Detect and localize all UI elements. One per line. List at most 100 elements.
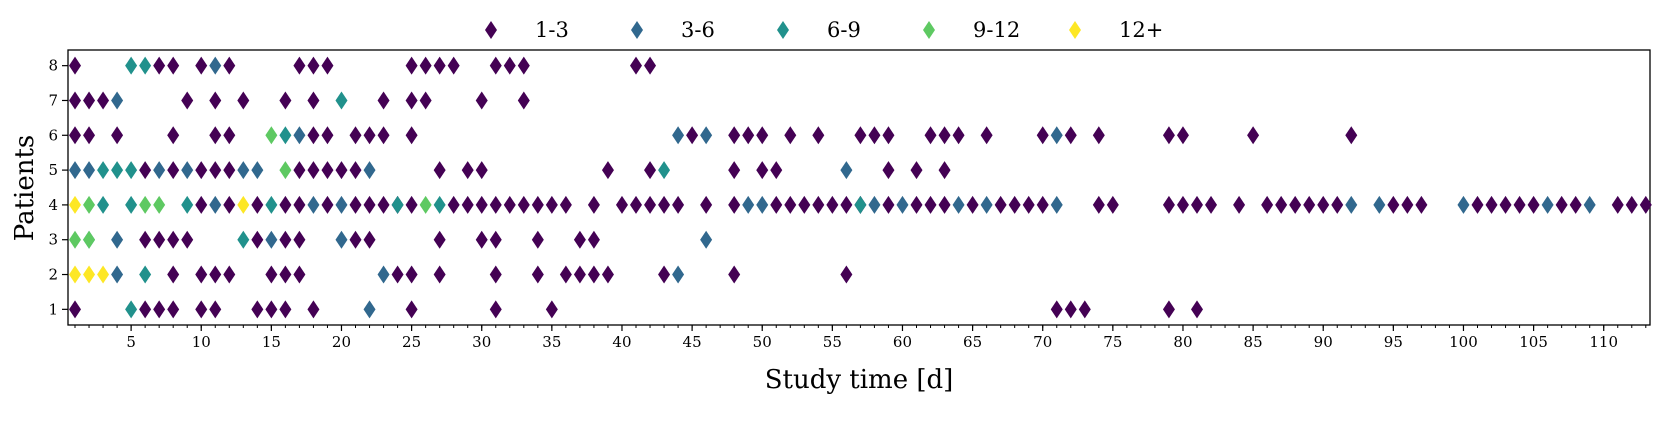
data-point <box>840 195 853 214</box>
data-point <box>335 161 348 180</box>
data-point <box>237 230 250 249</box>
legend-item-9-12: 9-12 <box>923 18 1020 42</box>
data-point <box>83 126 96 145</box>
data-point <box>69 161 82 180</box>
data-point <box>335 91 348 110</box>
y-tick-label: 8 <box>48 57 58 75</box>
data-point <box>503 195 516 214</box>
data-point <box>223 126 236 145</box>
data-point <box>1036 126 1049 145</box>
x-tick-label: 10 <box>192 333 211 351</box>
data-point <box>770 195 783 214</box>
data-point <box>826 195 839 214</box>
data-point <box>349 230 362 249</box>
x-tick-label: 70 <box>1033 333 1052 351</box>
data-point <box>882 161 895 180</box>
data-point <box>69 195 82 214</box>
x-tick-label: 65 <box>963 333 982 351</box>
data-point <box>447 56 460 75</box>
x-tick-label: 50 <box>753 333 772 351</box>
data-point <box>517 195 530 214</box>
data-point <box>195 56 208 75</box>
data-point <box>97 91 110 110</box>
data-point <box>223 56 236 75</box>
data-point <box>728 265 741 284</box>
data-point <box>265 300 278 319</box>
data-point <box>391 195 404 214</box>
data-point <box>573 265 586 284</box>
data-point <box>181 91 194 110</box>
data-point <box>1261 195 1274 214</box>
x-tick-label: 90 <box>1314 333 1333 351</box>
data-point <box>728 126 741 145</box>
data-point <box>251 230 264 249</box>
data-point <box>251 195 264 214</box>
legend-label: 9-12 <box>973 18 1020 42</box>
data-point <box>517 56 530 75</box>
data-point <box>658 195 671 214</box>
data-point <box>279 126 292 145</box>
data-point <box>1625 195 1638 214</box>
data-point <box>97 161 110 180</box>
x-tick-label: 80 <box>1173 333 1192 351</box>
data-point <box>1317 195 1330 214</box>
data-point <box>882 195 895 214</box>
data-point <box>433 56 446 75</box>
data-point <box>433 230 446 249</box>
data-point <box>840 161 853 180</box>
x-tick-label: 110 <box>1589 333 1618 351</box>
data-point <box>1247 126 1260 145</box>
data-point <box>475 161 488 180</box>
data-point <box>742 195 755 214</box>
data-point <box>910 161 923 180</box>
x-tick-label: 55 <box>823 333 842 351</box>
legend-marker <box>631 21 643 39</box>
x-tick-label: 95 <box>1384 333 1403 351</box>
data-point <box>1162 126 1175 145</box>
legend-item-12+: 12+ <box>1069 18 1163 42</box>
data-point <box>69 126 82 145</box>
legend-label: 1-3 <box>535 18 569 42</box>
data-point <box>587 265 600 284</box>
data-point <box>756 195 769 214</box>
data-point <box>167 265 180 284</box>
data-point <box>587 230 600 249</box>
data-point <box>1162 195 1175 214</box>
data-point <box>531 195 544 214</box>
data-point <box>1176 126 1189 145</box>
data-point <box>868 126 881 145</box>
data-point <box>1233 195 1246 214</box>
data-point <box>938 195 951 214</box>
data-point <box>265 195 278 214</box>
data-point <box>1583 195 1596 214</box>
x-tick-label: 75 <box>1103 333 1122 351</box>
data-point <box>1555 195 1568 214</box>
data-point <box>503 56 516 75</box>
data-point <box>83 195 96 214</box>
data-point <box>349 161 362 180</box>
data-point <box>559 195 572 214</box>
data-point <box>784 126 797 145</box>
data-point <box>349 195 362 214</box>
data-point <box>363 126 376 145</box>
data-point <box>139 265 152 284</box>
y-axis-title: Patients <box>10 135 40 242</box>
data-point <box>882 126 895 145</box>
data-point <box>784 195 797 214</box>
data-point <box>377 91 390 110</box>
data-point <box>167 56 180 75</box>
data-point <box>728 161 741 180</box>
x-tick-label: 105 <box>1519 333 1548 351</box>
data-point <box>167 300 180 319</box>
data-point <box>475 195 488 214</box>
data-point <box>209 161 222 180</box>
data-point <box>980 195 993 214</box>
data-point <box>83 161 96 180</box>
x-tick-label: 35 <box>542 333 561 351</box>
data-point <box>363 195 376 214</box>
data-point <box>419 56 432 75</box>
data-point <box>335 195 348 214</box>
data-point <box>1106 195 1119 214</box>
data-point <box>1064 300 1077 319</box>
x-tick-label: 25 <box>402 333 421 351</box>
